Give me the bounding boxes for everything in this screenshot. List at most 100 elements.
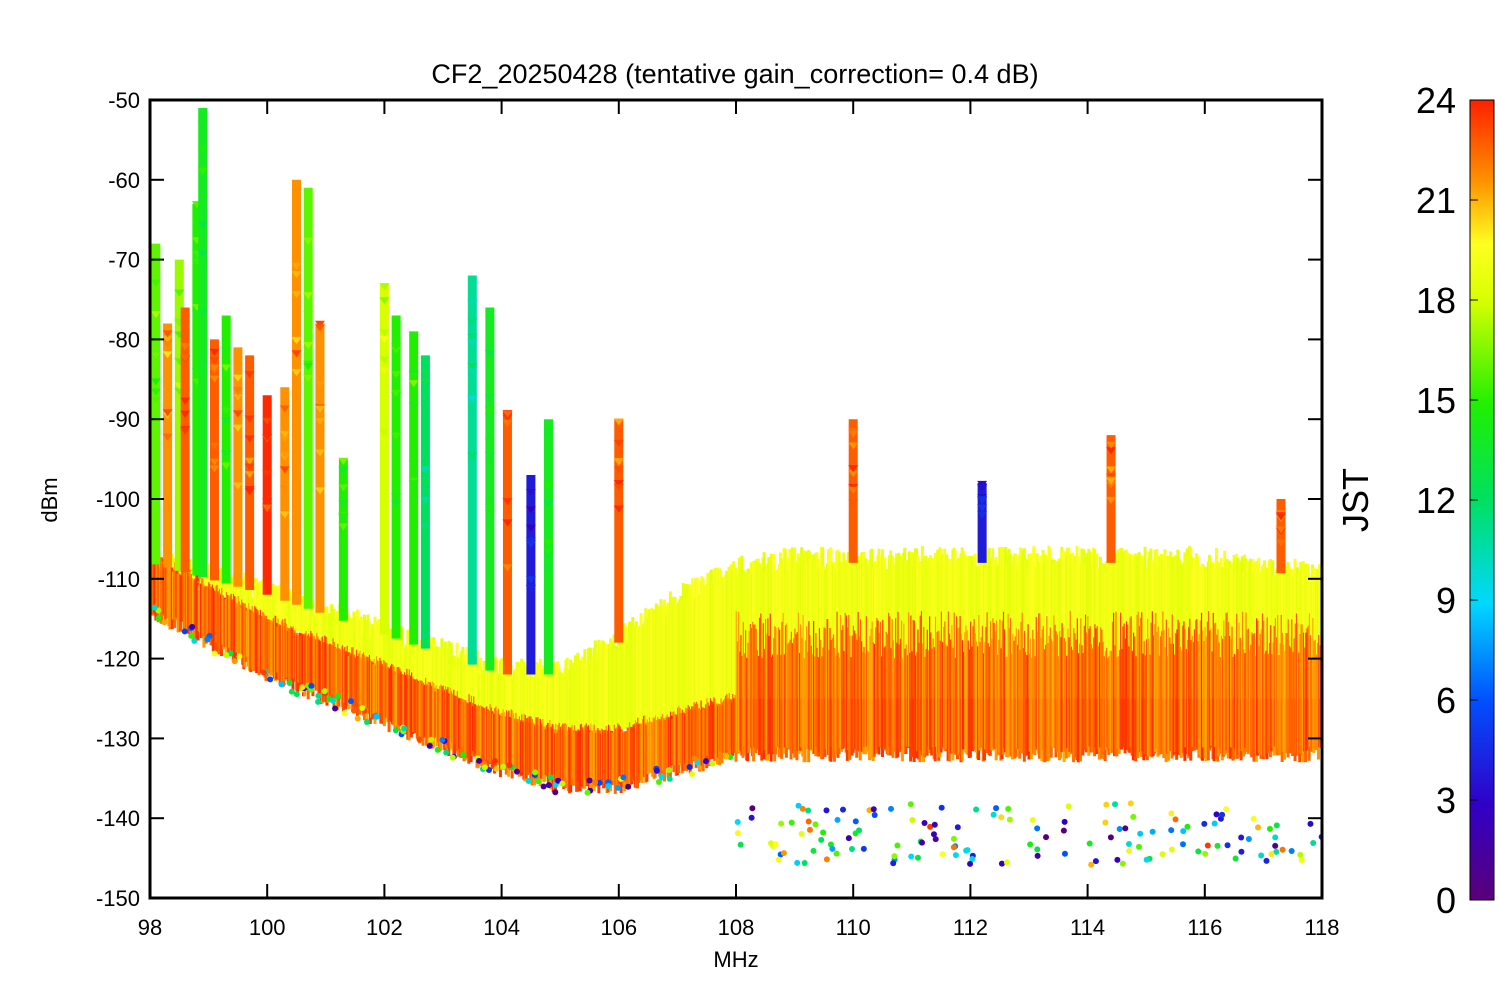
peak-marker <box>484 510 495 518</box>
outlier-point <box>188 632 195 639</box>
outlier-point <box>1195 848 1202 855</box>
outlier-point <box>1034 852 1041 859</box>
peak-marker <box>848 486 859 494</box>
outlier-point <box>401 725 408 732</box>
outlier-point <box>191 637 198 644</box>
peak-marker <box>221 407 232 415</box>
peak-marker <box>291 262 302 270</box>
peak-marker <box>391 343 402 351</box>
peak-marker <box>338 513 349 521</box>
outlier-point <box>1214 842 1221 849</box>
outlier-point <box>500 763 507 770</box>
colorbar-ticks: 24 21 18 15 12 9 6 3 0 <box>1416 80 1478 921</box>
peak-marker <box>543 551 554 559</box>
peak-marker <box>338 523 349 531</box>
peak-marker <box>467 363 478 371</box>
peak-marker <box>197 250 208 258</box>
colorbar-tick-label: 0 <box>1436 880 1456 921</box>
peak-marker <box>180 410 191 418</box>
peak-marker <box>848 470 859 478</box>
peak-marker <box>303 311 314 319</box>
outlier-points <box>151 604 1322 868</box>
peak-marker <box>221 417 232 425</box>
outlier-point <box>820 829 827 836</box>
peak-marker <box>1106 496 1117 504</box>
outlier-point <box>506 762 513 769</box>
outlier-point <box>1273 822 1280 829</box>
outlier-point <box>189 623 196 630</box>
peak-marker <box>244 371 255 379</box>
peak-marker <box>543 548 554 556</box>
peak-marker <box>314 418 325 426</box>
peak-marker <box>314 405 325 413</box>
peak-marker <box>977 504 988 512</box>
outlier-point <box>939 851 946 858</box>
outlier-point <box>426 742 433 749</box>
peak-marker <box>467 300 478 308</box>
outlier-point <box>151 604 158 611</box>
outlier-point <box>1288 848 1295 855</box>
peak-marker <box>221 462 232 470</box>
peak-marker <box>150 378 161 386</box>
y-tick-label: -50 <box>108 88 140 113</box>
outlier-point <box>443 749 450 756</box>
outlier-point <box>954 824 961 831</box>
outlier-point <box>848 845 855 852</box>
outlier-point <box>1034 825 1041 832</box>
outlier-point <box>950 844 957 851</box>
outlier-point <box>1272 834 1279 841</box>
peak-marker <box>525 489 536 497</box>
outlier-point <box>990 811 997 818</box>
outlier-point <box>1307 820 1314 827</box>
peak-marker <box>379 356 390 364</box>
outlier-point <box>795 802 802 809</box>
outlier-point <box>927 823 934 830</box>
peak-marker <box>525 585 536 593</box>
peak-marker <box>420 476 431 484</box>
peak-marker <box>848 499 859 507</box>
outlier-point <box>894 842 901 849</box>
outlier-point <box>794 859 801 866</box>
outlier-point <box>1003 859 1010 866</box>
peak-marker <box>197 361 208 369</box>
peak-marker <box>291 350 302 358</box>
outlier-point <box>963 847 970 854</box>
outlier-point <box>308 682 315 689</box>
outlier-point <box>1273 848 1280 855</box>
peak-marker <box>162 335 173 343</box>
outlier-point <box>788 819 795 826</box>
outlier-point <box>1232 855 1239 862</box>
outlier-point <box>689 771 696 778</box>
outlier-point <box>341 710 348 717</box>
outlier-point <box>491 757 498 764</box>
colorbar: 24 21 18 15 12 9 6 3 0 JST <box>1335 80 1495 921</box>
peak-marker <box>221 450 232 458</box>
outlier-point <box>428 736 435 743</box>
peak-marker <box>1106 477 1117 485</box>
outlier-point <box>1126 847 1133 854</box>
peak-marker <box>180 343 191 351</box>
outlier-point <box>907 801 914 808</box>
peak-marker <box>197 309 208 317</box>
outlier-point <box>1168 846 1175 853</box>
x-tick-label: 110 <box>836 915 871 940</box>
peak-marker <box>408 460 419 468</box>
outlier-point <box>780 850 787 857</box>
y-tick-label: -100 <box>96 487 140 512</box>
outlier-point <box>702 758 709 765</box>
x-tick-label: 108 <box>718 915 755 940</box>
x-axis: 98 100 102 104 106 108 110 112 114 116 118 <box>138 100 1340 940</box>
outlier-point <box>532 769 539 776</box>
outlier-point <box>909 816 916 823</box>
outlier-point <box>476 757 483 764</box>
peak-marker <box>543 495 554 503</box>
outlier-point <box>1297 851 1304 858</box>
outlier-point <box>845 835 852 842</box>
outlier-point <box>1266 825 1273 832</box>
peak-marker <box>150 311 161 319</box>
outlier-point <box>348 698 355 705</box>
outlier-point <box>596 779 603 786</box>
outlier-point <box>364 718 371 725</box>
peak-marker <box>262 504 273 512</box>
peak-marker <box>543 539 554 547</box>
